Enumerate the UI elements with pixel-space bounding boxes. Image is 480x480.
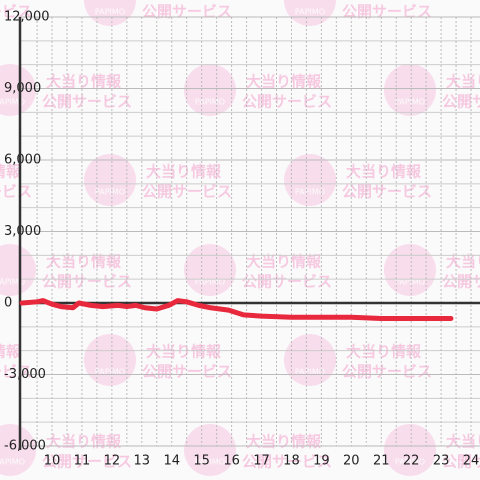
watermark-text: 大当り情報 [146,343,222,361]
watermark-text: 公開サービス [142,363,232,381]
y-tick-label: 9,000 [4,81,41,96]
watermark-logo: PAPIMO [95,368,125,377]
watermark-text: 大当り情報 [146,163,222,181]
watermark-logo: PAPIMO [395,458,425,467]
watermark-circle [184,424,236,476]
watermark-circle [0,424,36,476]
x-tick-label: 21 [373,454,390,469]
watermark-text: 公開サービス [242,93,332,111]
watermark-text: 公開サービス [342,363,432,381]
watermark-text: 公開サービス [242,453,332,471]
watermark-logo: PAPIMO [295,368,325,377]
watermark-text: 大当り情報 [446,433,480,451]
watermark-text: 大当り情報 [346,0,422,1]
watermark-text: 公開サービス [342,3,432,21]
watermark-text: 公開サービス [442,93,480,111]
watermark-text: 公開サービス [0,3,32,21]
x-tick-label: 11 [74,454,91,469]
watermark-text: 公開サービス [0,183,32,201]
watermark-logo: PAPIMO [195,278,225,287]
x-tick-label: 17 [253,454,270,469]
watermark-logo: PAPIMO [95,188,125,197]
watermark-text: 大当り情報 [0,163,22,181]
watermark-text: 大当り情報 [0,343,22,361]
watermark-circle [284,334,336,386]
watermark-text: 大当り情報 [446,73,480,91]
x-tick-label: 10 [44,454,61,469]
watermark-text: 大当り情報 [246,433,322,451]
watermark-logo: PAPIMO [395,278,425,287]
watermark-text: 公開サービス [442,273,480,291]
watermark-text: 大当り情報 [0,0,22,1]
watermark-circle [284,154,336,206]
x-tick-label: 22 [403,454,420,469]
y-tick-label: -6,000 [4,439,46,454]
watermark-circle [184,64,236,116]
watermark-logo: PAPIMO [295,8,325,17]
watermark-text: 公開サービス [342,183,432,201]
watermark-text: 大当り情報 [346,163,422,181]
watermark-logo: PAPIMO [295,188,325,197]
watermark-text: 公開サービス [442,453,480,471]
watermark-circle [84,154,136,206]
y-tick-label: 12,000 [4,10,50,25]
watermark-circle [384,64,436,116]
x-tick-label: 13 [134,454,151,469]
watermark-circle [284,0,336,26]
watermark-text: 公開サービス [42,93,132,111]
watermark-text: 公開サービス [42,273,132,291]
x-tick-label: 15 [193,454,210,469]
x-tick-label: 24 [463,454,480,469]
y-tick-label: -3,000 [4,367,46,382]
x-tick-label: 19 [313,454,330,469]
watermark-logo: PAPIMO [95,8,125,17]
watermark-logo: PAPIMO [0,98,25,107]
watermark-text: 大当り情報 [246,73,322,91]
watermark-logo: PAPIMO [195,458,225,467]
watermark-circle [384,424,436,476]
watermark-text: 大当り情報 [46,73,122,91]
x-tick-label: 20 [343,454,360,469]
watermark-circle [184,244,236,296]
watermark-text: 公開サービス [42,453,132,471]
watermark-text: 公開サービス [142,3,232,21]
watermark-logo: PAPIMO [0,458,25,467]
watermark-text: 大当り情報 [246,253,322,271]
x-tick-label: 12 [104,454,121,469]
x-tick-label: 18 [283,454,300,469]
x-tick-label: 16 [223,454,240,469]
watermark-text: 大当り情報 [46,253,122,271]
watermark-logo: PAPIMO [0,278,25,287]
watermark-circle [84,0,136,26]
watermark-circle [0,64,36,116]
x-tick-label: 14 [163,454,180,469]
watermark-text: 大当り情報 [146,0,222,1]
watermark-circle [84,334,136,386]
x-tick-label: 23 [433,454,450,469]
watermark-text: 大当り情報 [346,343,422,361]
watermark-circle [0,244,36,296]
watermark-logo: PAPIMO [195,98,225,107]
watermark-text: 大当り情報 [46,433,122,451]
y-tick-label: 0 [4,296,12,311]
watermark-circle [384,244,436,296]
watermark-text: 公開サービス [142,183,232,201]
y-tick-label: 6,000 [4,153,41,168]
watermark-text: 公開サービス [0,363,32,381]
y-tick-label: 3,000 [4,224,41,239]
watermark-logo: PAPIMO [395,98,425,107]
data-line [19,298,454,321]
watermark-text: 公開サービス [242,273,332,291]
